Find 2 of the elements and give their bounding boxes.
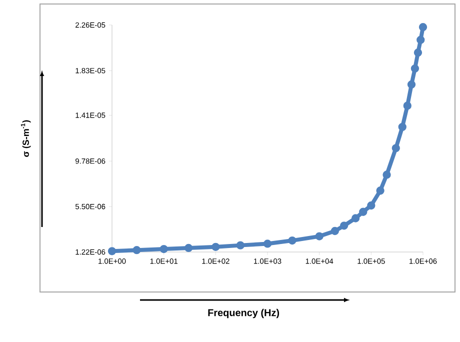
x-axis-title: Frequency (Hz) — [208, 308, 280, 318]
y-axis-title: σ (S-m$^{-1}$) — [20, 120, 31, 157]
